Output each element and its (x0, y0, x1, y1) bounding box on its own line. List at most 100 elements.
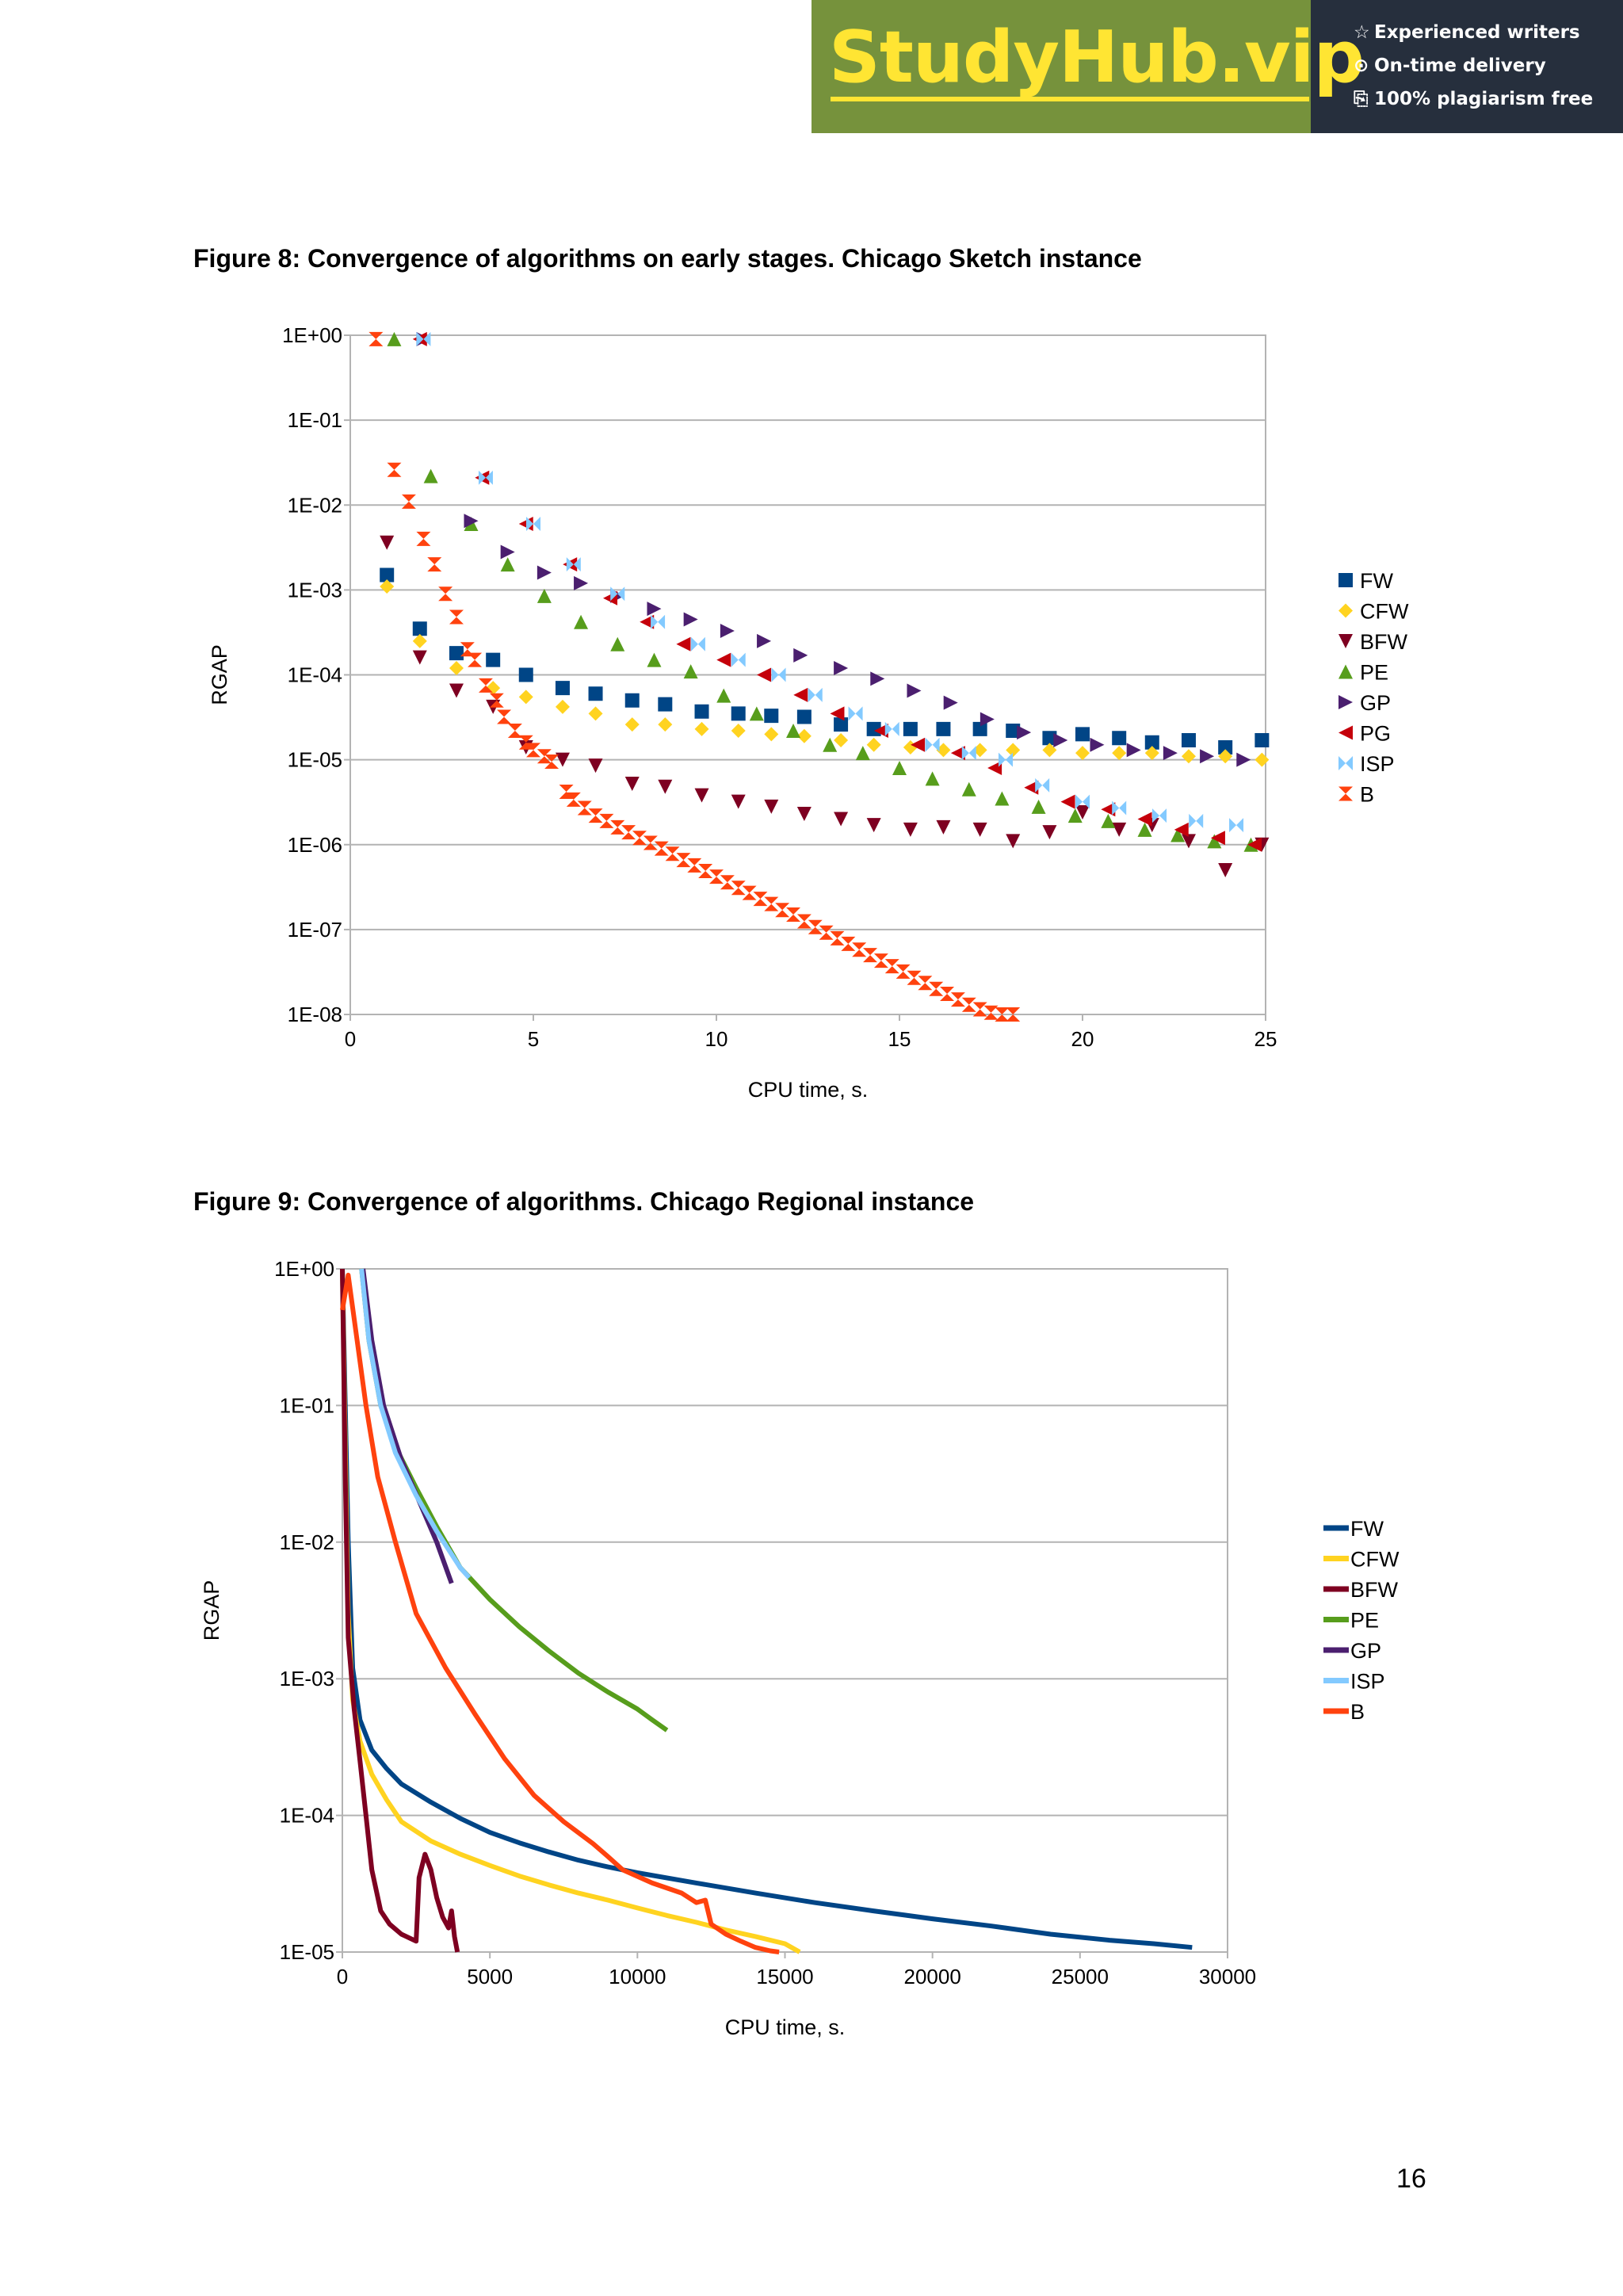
data-point (884, 959, 899, 974)
data-point (1112, 731, 1127, 746)
data-point (848, 706, 863, 721)
data-point (588, 808, 603, 823)
data-point (819, 925, 834, 940)
data-point (1101, 802, 1116, 817)
legend-marker (1338, 786, 1353, 801)
data-point (1075, 746, 1090, 761)
data-point (936, 721, 951, 736)
data-point (555, 681, 570, 696)
legend-entry-pe: PE (1338, 661, 1388, 685)
data-point (1200, 749, 1215, 764)
data-point (1181, 749, 1196, 764)
data-point (764, 727, 779, 742)
data-point (796, 806, 812, 821)
data-point (786, 907, 801, 923)
data-point (599, 813, 614, 828)
data-point (855, 746, 870, 761)
data-point (1112, 822, 1127, 837)
data-point (676, 636, 691, 651)
data-point (873, 953, 888, 968)
y-tick-label: 1E-08 (288, 1003, 342, 1026)
legend-label: FW (1360, 569, 1393, 593)
data-point (537, 565, 552, 580)
data-point (1006, 1007, 1021, 1022)
data-point (537, 749, 552, 764)
x-tick-label: 25000 (1052, 1965, 1109, 1988)
data-point (884, 721, 899, 736)
x-tick-label: 30000 (1199, 1965, 1256, 1988)
studyhub-logo[interactable]: StudyHub.vip (829, 16, 1365, 99)
data-point (771, 667, 786, 682)
data-point (1035, 777, 1050, 793)
data-point (943, 695, 958, 710)
tagline-2: ⊙ On-time delivery (1354, 55, 1546, 76)
data-point (731, 652, 746, 667)
data-point (870, 671, 885, 686)
series-fw (380, 567, 1270, 755)
data-point (1006, 723, 1021, 738)
data-point (1218, 749, 1233, 764)
series-bfw-line (340, 1268, 460, 1953)
data-point (950, 746, 965, 761)
data-point (972, 721, 987, 736)
data-point (892, 761, 907, 776)
series-cfw-line (340, 1268, 801, 1954)
data-point (830, 930, 845, 946)
legend-label: PE (1360, 661, 1388, 685)
data-point (676, 853, 691, 868)
banner-green-panel (812, 0, 1311, 133)
data-point (940, 986, 955, 1001)
data-point (687, 858, 702, 873)
x-tick-label: 15000 (756, 1965, 813, 1988)
data-point (610, 636, 625, 651)
data-point (749, 706, 764, 721)
data-point (478, 470, 493, 485)
data-point (911, 737, 926, 752)
data-point (852, 942, 867, 957)
data-point (1254, 752, 1270, 767)
data-point (720, 623, 735, 638)
data-point (907, 970, 922, 985)
data-point (658, 697, 673, 712)
data-point (907, 683, 922, 698)
clock-icon: ⊙ (1354, 55, 1369, 76)
data-point (588, 758, 603, 774)
data-point (632, 831, 647, 846)
data-point (449, 661, 464, 676)
data-point (1218, 862, 1233, 877)
plot-frame (342, 1268, 1228, 1953)
data-point (387, 462, 402, 477)
data-point (834, 717, 849, 732)
banner-dark-panel (1311, 0, 1623, 133)
data-point (961, 997, 976, 1012)
data-point (808, 687, 823, 702)
data-point (1189, 813, 1204, 828)
data-point (709, 869, 724, 884)
data-point (624, 693, 640, 708)
data-point (1247, 837, 1262, 852)
data-point (555, 752, 570, 767)
data-point (1112, 800, 1127, 816)
x-tick-label: 0 (337, 1965, 348, 1988)
legend-label: ISP (1350, 1670, 1385, 1694)
data-point (698, 863, 713, 878)
series-b-line (340, 1272, 780, 1954)
document-check-icon: ⎘ (1354, 89, 1369, 109)
data-point (369, 331, 384, 346)
figure-9-chart: 1E+00 1E-01 1E-02 1E-03 1E-04 1E-050 5000 10000… (200, 1257, 1400, 2039)
studyhub-banner[interactable]: StudyHub.vip ☆ Experienced writers ⊙ On-ti… (812, 0, 1623, 133)
data-point (757, 667, 772, 682)
data-point (775, 903, 790, 918)
y-tick-label: 1E-02 (288, 493, 342, 517)
data-point (555, 699, 570, 714)
data-point (764, 799, 779, 814)
data-point (866, 721, 881, 736)
tagline-text: Experienced writers (1374, 22, 1580, 43)
tagline-text: On-time delivery (1374, 55, 1546, 76)
data-point (497, 709, 512, 724)
data-point (1218, 739, 1233, 755)
data-point (416, 331, 431, 346)
data-point (577, 800, 592, 816)
data-point (412, 650, 427, 665)
legend-marker (1338, 756, 1353, 770)
